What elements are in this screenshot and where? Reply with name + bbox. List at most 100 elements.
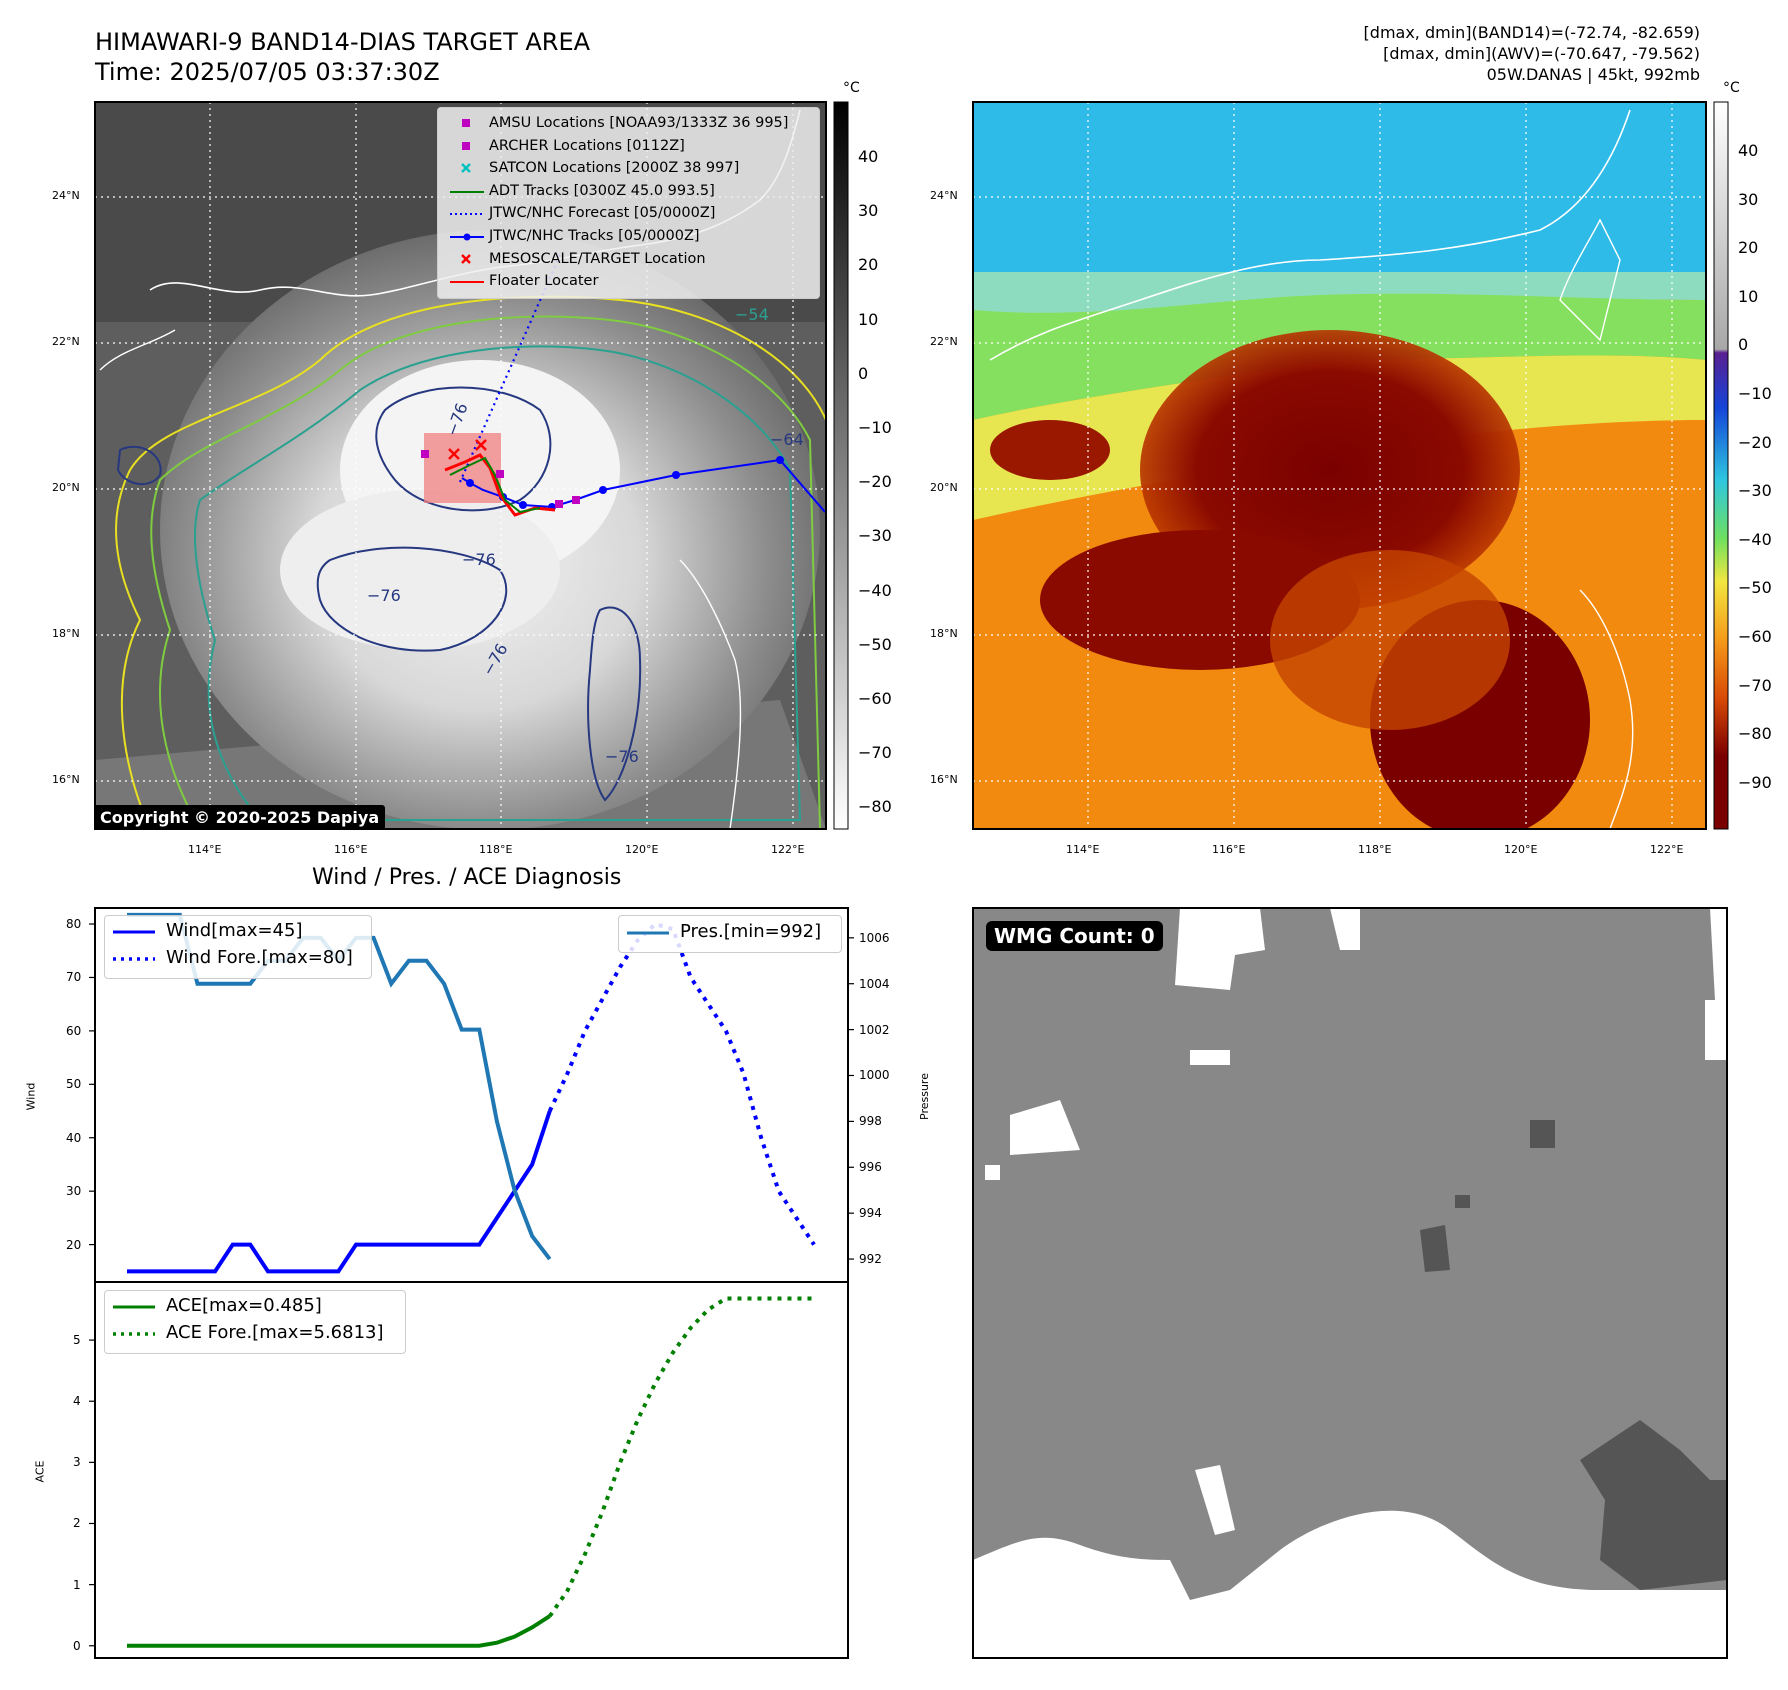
colorbar-left-tick: 30 bbox=[858, 201, 879, 221]
wind-ytick-label: 20 bbox=[66, 1237, 82, 1252]
legend-marker-line bbox=[450, 281, 484, 284]
pressure-ytick-label: 1004 bbox=[859, 976, 890, 991]
lat-label-20n-right: 20°N bbox=[930, 481, 958, 494]
lat-label-20n-left: 20°N bbox=[52, 481, 80, 494]
ace-axis-label: ACE bbox=[33, 1460, 47, 1483]
lon-label-120e-right: 120°E bbox=[1504, 843, 1538, 856]
map-legend-label: Floater Locater bbox=[489, 273, 599, 290]
ace-ytick-label: 4 bbox=[73, 1394, 81, 1409]
map-legend-item: JTWC/NHC Forecast [05/0000Z] bbox=[438, 203, 819, 225]
map-legend-label: MESOSCALE/TARGET Location bbox=[489, 250, 706, 267]
ace-ytick-label: 0 bbox=[73, 1638, 81, 1653]
contour-label: −64 bbox=[770, 430, 804, 449]
wind-ytick-label: 70 bbox=[66, 970, 82, 985]
wmg-count-badge: WMG Count: 0 bbox=[986, 921, 1163, 951]
colorbar-right-tick: 30 bbox=[1738, 189, 1759, 209]
pressure-ytick-label: 1006 bbox=[859, 930, 890, 945]
legend-marker-line-dot bbox=[450, 233, 484, 241]
colorbar-right-tick: −90 bbox=[1738, 772, 1772, 792]
wind-ytick-label: 30 bbox=[66, 1184, 82, 1199]
ace-plot bbox=[89, 1296, 814, 1648]
pressure-ytick-label: 1000 bbox=[859, 1068, 890, 1083]
info-band14: [dmax, dmin](BAND14)=(-72.74, -82.659) bbox=[1363, 23, 1700, 42]
legend-marker-square bbox=[462, 141, 470, 150]
series-line bbox=[548, 1296, 814, 1618]
contour-label: −76 bbox=[605, 747, 639, 766]
colorbar-left-tick: −60 bbox=[858, 689, 892, 708]
map-legend-item: SATCON Locations [2000Z 38 997] bbox=[438, 158, 819, 180]
colorbar-right-tick: −20 bbox=[1738, 432, 1772, 452]
colorbar-right-tick: −60 bbox=[1738, 627, 1772, 646]
colorbar-left-tick: 20 bbox=[858, 255, 879, 275]
ace-ytick-label: 3 bbox=[73, 1455, 81, 1470]
colorbar-left-tick: −20 bbox=[858, 472, 892, 492]
map-legend-item: Floater Locater bbox=[438, 271, 819, 293]
legend-marker-square bbox=[462, 119, 470, 127]
pressure-ytick-label: 992 bbox=[859, 1252, 882, 1267]
colorbar-right-tick: −40 bbox=[1738, 529, 1772, 549]
wind-ytick-label: 50 bbox=[66, 1077, 82, 1092]
legend-marker-dotted bbox=[450, 213, 484, 216]
series-line bbox=[547, 921, 816, 1246]
lon-label-122e-left: 122°E bbox=[771, 843, 805, 856]
wind-ytick-label: 60 bbox=[66, 1023, 82, 1038]
colorbar-left-tick: −70 bbox=[858, 743, 892, 763]
map-legend-label: JTWC/NHC Forecast [05/0000Z] bbox=[489, 205, 716, 222]
colorbar-right-tick: −50 bbox=[1738, 578, 1772, 598]
wind-axis-label: Wind bbox=[24, 1082, 38, 1111]
colorbar-left-tick: 0 bbox=[858, 363, 869, 383]
copyright-badge: Copyright © 2020-2025 Dapiya bbox=[94, 805, 386, 830]
lon-label-114e-right: 114°E bbox=[1066, 843, 1100, 856]
colorbar-right-tick: −80 bbox=[1738, 724, 1772, 744]
series-line bbox=[127, 1614, 551, 1648]
colorbar-left-tick: 10 bbox=[858, 309, 879, 329]
colorbar-left-tick: −40 bbox=[858, 580, 892, 600]
lat-label-16n-right: 16°N bbox=[930, 773, 958, 786]
ace-legend-label: ACE[max=0.485] bbox=[166, 1295, 322, 1316]
colorbar-right-tick: −70 bbox=[1738, 675, 1772, 695]
lat-label-18n-right: 18°N bbox=[930, 627, 958, 640]
page-title: HIMAWARI-9 BAND14-DIAS TARGET AREA bbox=[95, 28, 591, 56]
pressure-ytick-label: 994 bbox=[859, 1206, 882, 1221]
colorbar-right-unit: °C bbox=[1723, 80, 1740, 96]
lon-label-114e-left: 114°E bbox=[188, 843, 222, 856]
page-subtitle-time: Time: 2025/07/05 03:37:30Z bbox=[95, 58, 440, 86]
info-storm: 05W.DANAS | 45kt, 992mb bbox=[1486, 65, 1700, 84]
colorbar-right-tick: 10 bbox=[1738, 286, 1759, 306]
legend-marker-x bbox=[461, 253, 471, 264]
lon-label-120e-left: 120°E bbox=[625, 843, 659, 856]
wind-legend-label: Wind[max=45] bbox=[166, 920, 303, 941]
lat-label-24n-left: 24°N bbox=[52, 189, 80, 202]
map-legend-item: ARCHER Locations [0112Z] bbox=[438, 136, 819, 158]
lat-label-22n-left: 22°N bbox=[52, 335, 80, 348]
colorbar-right-tick: 20 bbox=[1738, 238, 1759, 258]
pressure-ytick-label: 996 bbox=[859, 1160, 882, 1175]
colorbar-left-tick: −50 bbox=[858, 634, 892, 654]
pressure-legend-label: Pres.[min=992] bbox=[680, 921, 822, 942]
lon-label-118e-left: 118°E bbox=[479, 843, 513, 856]
map-legend-item: MESOSCALE/TARGET Location bbox=[438, 249, 819, 271]
ace-fore-legend-label: ACE Fore.[max=5.6813] bbox=[166, 1322, 384, 1343]
map-legend: AMSU Locations [NOAA93/1333Z 36 995] ARCH… bbox=[437, 107, 820, 299]
colorbar-left-tick: −10 bbox=[858, 418, 892, 437]
wind-legend: Wind[max=45] Wind Fore.[max=80] bbox=[104, 915, 372, 979]
lat-label-24n-right: 24°N bbox=[930, 189, 958, 202]
lat-label-16n-left: 16°N bbox=[52, 773, 80, 786]
map-legend-item: JTWC/NHC Tracks [05/0000Z] bbox=[438, 226, 819, 248]
series-line bbox=[127, 1110, 552, 1274]
wind-ytick-label: 40 bbox=[66, 1130, 82, 1145]
lon-label-122e-right: 122°E bbox=[1650, 843, 1684, 856]
contour-label: −54 bbox=[735, 305, 769, 324]
legend-marker-line bbox=[450, 190, 484, 193]
ace-legend: ACE[max=0.485] ACE Fore.[max=5.6813] bbox=[104, 1290, 406, 1354]
colorbar-left-tick: 40 bbox=[858, 147, 879, 166]
pressure-legend: Pres.[min=992] bbox=[618, 915, 842, 953]
colorbar-right-tick: 0 bbox=[1738, 335, 1749, 355]
legend-marker-x bbox=[461, 163, 471, 174]
diagnosis-title: Wind / Pres. / ACE Diagnosis bbox=[312, 865, 622, 890]
pressure-ytick-label: 1002 bbox=[859, 1022, 890, 1037]
colorbar-right-tick: 40 bbox=[1738, 141, 1759, 160]
colorbar-right-tick: −30 bbox=[1738, 481, 1772, 501]
colorbar-left-tick: −80 bbox=[858, 797, 892, 817]
map-legend-label: SATCON Locations [2000Z 38 997] bbox=[489, 160, 740, 177]
